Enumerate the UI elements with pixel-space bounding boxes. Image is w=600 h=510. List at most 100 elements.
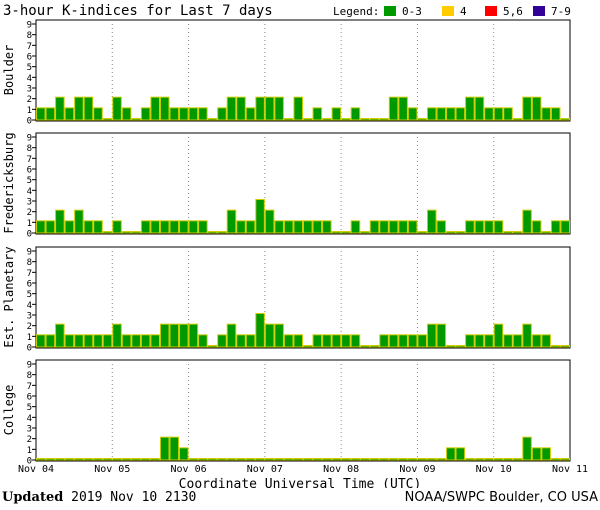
k-index-bar <box>379 220 389 234</box>
legend-swatch <box>533 6 545 16</box>
k-index-bar <box>398 96 408 121</box>
x-tick-label: Nov 06 <box>171 464 207 475</box>
k-index-bar <box>150 96 160 121</box>
updated-time: 2019 Nov 10 2130 <box>71 490 197 505</box>
k-index-bar <box>541 447 551 461</box>
k-index-bar <box>36 107 46 121</box>
legend-label: Legend: <box>333 5 379 18</box>
k-index-bar <box>283 118 294 121</box>
y-tick-label: 5 <box>27 403 32 413</box>
k-index-bar <box>426 107 437 121</box>
k-index-bar <box>531 96 542 121</box>
k-index-bar <box>283 220 294 234</box>
k-index-bar <box>45 220 56 234</box>
k-index-bar <box>522 209 532 234</box>
k-index-bar <box>274 323 284 348</box>
panel-name: College <box>2 385 16 436</box>
k-index-bar <box>274 220 284 234</box>
k-index-bar <box>360 345 370 348</box>
k-index-bar <box>541 107 551 121</box>
k-index-bar <box>179 220 189 234</box>
k-index-bar <box>417 458 427 461</box>
k-index-bar <box>36 220 46 234</box>
k-index-bar <box>283 334 294 348</box>
k-index-bar <box>322 334 332 348</box>
x-axis-ticks: Nov 04 Nov 05 Nov 06 Nov 07 Nov 08 Nov 09 Nov … <box>18 464 588 475</box>
k-index-bar <box>331 231 342 234</box>
k-index-bar <box>236 458 246 461</box>
k-index-bar <box>503 334 513 348</box>
k-index-bar <box>407 458 418 461</box>
y-tick-label: 9 <box>27 361 32 371</box>
k-index-bar <box>512 118 523 121</box>
y-tick-label: 7 <box>27 42 32 52</box>
k-index-bar <box>322 220 332 234</box>
k-index-bar <box>150 458 160 461</box>
footer-updated: Updated 2019 Nov 10 2130 <box>2 490 196 505</box>
y-tick-label: 5 <box>27 176 32 186</box>
panel-frame <box>35 246 571 349</box>
y-tick-label: 6 <box>27 166 32 176</box>
k-index-bar <box>388 96 399 121</box>
y-tick-label: 7 <box>27 382 32 392</box>
k-index-bar <box>369 345 380 348</box>
k-index-bar <box>55 458 65 461</box>
k-index-bar <box>255 96 265 121</box>
k-index-bar <box>150 220 160 234</box>
k-index-bar <box>541 334 551 348</box>
k-index-bar <box>312 107 323 121</box>
k-index-bar <box>217 334 227 348</box>
k-index-bar <box>140 458 151 461</box>
k-index-bar <box>198 334 208 348</box>
k-index-bar <box>426 323 437 348</box>
k-index-bar <box>169 107 180 121</box>
y-tick-label: 2 <box>27 208 32 218</box>
k-index-bar <box>226 323 237 348</box>
k-index-bar <box>264 323 275 348</box>
y-tick-label: 7 <box>27 155 32 165</box>
k-index-bar <box>55 323 65 348</box>
k-index-bar <box>188 107 199 121</box>
k-index-bar <box>531 447 542 461</box>
k-index-bar <box>64 458 75 461</box>
k-index-bar <box>369 220 380 234</box>
k-index-bar <box>245 458 256 461</box>
panel-name: Est. Planetary <box>2 246 16 347</box>
k-index-bar <box>550 345 561 348</box>
k-index-bar <box>503 231 513 234</box>
k-index-bar <box>493 107 504 121</box>
k-index-bar <box>417 118 427 121</box>
x-tick-label: Nov 07 <box>247 464 283 475</box>
k-index-bar <box>426 458 437 461</box>
k-index-bar <box>255 199 265 234</box>
k-index-bar <box>303 345 313 348</box>
k-index-bar <box>169 323 180 348</box>
k-index-bar <box>474 458 485 461</box>
k-index-bar <box>159 436 170 461</box>
k-index-bar <box>198 220 208 234</box>
k-index-bar <box>341 334 351 348</box>
k-index-bar <box>436 323 447 348</box>
k-index-bar <box>331 334 342 348</box>
k-index-bar <box>83 334 94 348</box>
k-index-bar <box>64 107 75 121</box>
panel-name: Fredericksburg <box>2 132 16 233</box>
panel-name: Boulder <box>2 45 16 96</box>
k-index-bar <box>341 231 351 234</box>
k-index-bar <box>74 334 84 348</box>
y-tick-label: 1 <box>27 106 32 116</box>
y-tick-label: 9 <box>27 134 32 144</box>
y-tick-label: 0 <box>27 117 32 127</box>
k-index-bar <box>140 334 151 348</box>
k-index-bar <box>560 345 571 348</box>
k-index-bar <box>83 458 94 461</box>
k-index-bar <box>255 313 265 348</box>
k-index-bar <box>388 458 399 461</box>
k-index-bar <box>207 458 218 461</box>
k-index-bar <box>522 323 532 348</box>
k-index-bar <box>398 220 408 234</box>
y-tick-label: 2 <box>27 95 32 105</box>
k-index-bar <box>455 447 466 461</box>
k-index-bar <box>226 458 237 461</box>
